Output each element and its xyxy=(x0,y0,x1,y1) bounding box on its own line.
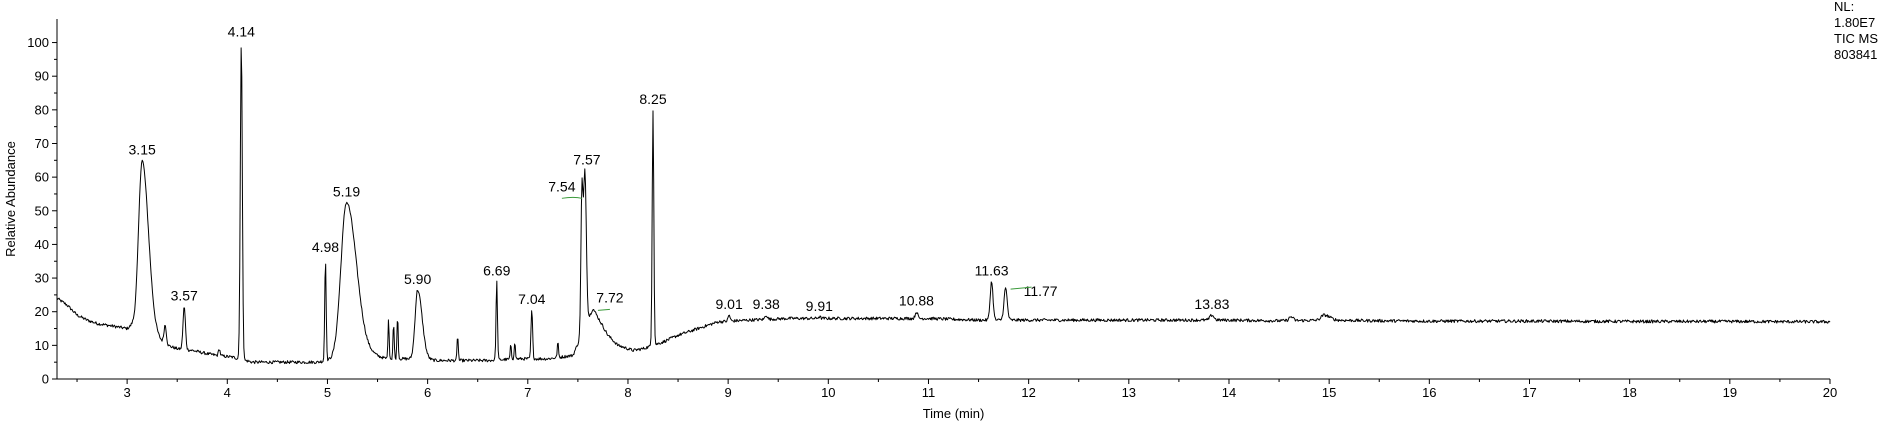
y-tick-label: 0 xyxy=(42,372,49,387)
x-tick-label: 7 xyxy=(524,385,531,400)
x-tick-label: 18 xyxy=(1622,385,1636,400)
x-tick-label: 17 xyxy=(1522,385,1536,400)
peak-label: 5.90 xyxy=(404,271,431,287)
x-tick-label: 20 xyxy=(1823,385,1837,400)
peak-label: 4.14 xyxy=(228,24,255,40)
x-tick-label: 19 xyxy=(1723,385,1737,400)
x-axis-title: Time (min) xyxy=(923,406,985,421)
peak-label: 11.77 xyxy=(1024,283,1058,299)
label-connector xyxy=(597,308,610,311)
peak-label: 3.15 xyxy=(129,141,156,157)
scan-info-line: 1.80E7 xyxy=(1834,15,1875,30)
scan-info-line: NL: xyxy=(1834,0,1854,14)
x-tick-label: 4 xyxy=(224,385,231,400)
peak-labels: 3.15 3.57 4.14 4.98 5.19 5.90 6.69 7.04 7.54 7.57… xyxy=(129,24,1230,314)
x-tick-label: 13 xyxy=(1122,385,1136,400)
y-tick-label: 20 xyxy=(35,304,49,319)
peak-label: 4.98 xyxy=(312,239,339,255)
peak-label: 3.57 xyxy=(171,288,198,304)
y-tick-label: 10 xyxy=(35,338,49,353)
x-tick-label: 9 xyxy=(725,385,732,400)
peak-label: 5.19 xyxy=(333,183,360,199)
x-axis-ticks: 3 4 5 6 7 8 9 10 11 12 13 14 15 16 17 18 19 20 xyxy=(76,379,1837,400)
y-tick-label: 70 xyxy=(35,136,49,151)
peak-label: 11.63 xyxy=(975,262,1009,278)
chromatogram-trace-group xyxy=(56,47,1831,365)
peak-label: 10.88 xyxy=(899,293,934,309)
x-tick-label: 12 xyxy=(1021,385,1035,400)
x-tick-label: 14 xyxy=(1222,385,1236,400)
y-tick-label: 50 xyxy=(35,203,49,218)
y-axis-title: Relative Abundance xyxy=(3,141,18,257)
scan-info-line: 803841 xyxy=(1834,47,1877,62)
x-tick-label: 6 xyxy=(424,385,431,400)
scan-info-line: TIC MS xyxy=(1834,31,1878,46)
x-tick-label: 10 xyxy=(821,385,835,400)
peak-label: 7.04 xyxy=(518,291,545,307)
peak-label: 9.91 xyxy=(806,298,833,314)
y-tick-label: 90 xyxy=(35,69,49,84)
peak-label: 7.72 xyxy=(596,289,623,305)
peak-label: 6.69 xyxy=(483,262,510,278)
y-tick-label: 80 xyxy=(35,102,49,117)
y-tick-label: 40 xyxy=(35,237,49,252)
peak-label: 9.01 xyxy=(716,296,743,312)
peak-label: 9.38 xyxy=(753,296,780,312)
x-tick-label: 3 xyxy=(124,385,131,400)
y-axis-ticks: 0 10 20 30 40 50 60 70 80 90 100 xyxy=(27,35,57,387)
y-tick-label: 100 xyxy=(27,35,49,50)
peak-label: 7.57 xyxy=(573,151,600,167)
x-tick-label: 16 xyxy=(1422,385,1436,400)
peak-label: 7.54 xyxy=(548,178,575,194)
peak-label: 8.25 xyxy=(639,91,666,107)
label-connector xyxy=(1010,286,1032,290)
x-tick-label: 11 xyxy=(922,385,936,400)
x-tick-label: 8 xyxy=(624,385,631,400)
axes xyxy=(56,19,1830,380)
x-tick-label: 5 xyxy=(324,385,331,400)
y-tick-label: 30 xyxy=(35,271,49,286)
x-tick-label: 15 xyxy=(1322,385,1336,400)
label-connector xyxy=(561,196,583,199)
y-tick-label: 60 xyxy=(35,170,49,185)
chromatogram-trace xyxy=(56,47,1831,365)
peak-label: 13.83 xyxy=(1194,296,1229,312)
